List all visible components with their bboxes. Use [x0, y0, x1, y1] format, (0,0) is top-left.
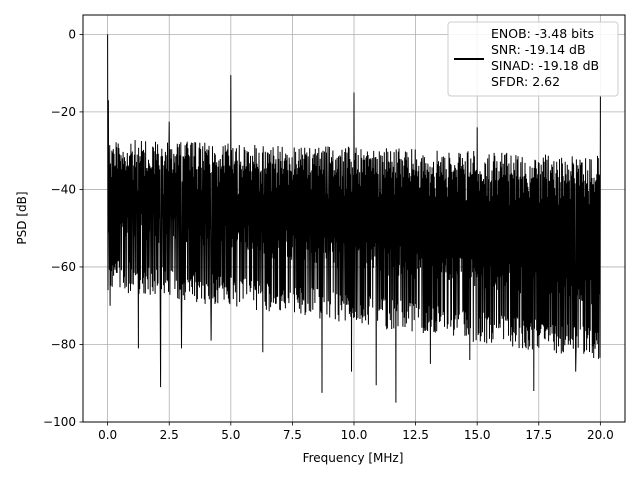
x-axis-ticks: 0.0 2.5 5.0 7.5 10.0 12.5 15.0 17.5 20.0: [98, 422, 614, 442]
x-axis-label: Frequency [MHz]: [303, 451, 404, 465]
y-tick-label: −80: [51, 337, 76, 351]
x-tick-label: 0.0: [98, 428, 117, 442]
y-tick-label: 0: [68, 27, 76, 41]
psd-line: [107, 34, 601, 403]
x-tick-label: 5.0: [221, 428, 240, 442]
y-tick-label: −20: [51, 105, 76, 119]
x-tick-label: 20.0: [587, 428, 614, 442]
x-tick-label: 17.5: [525, 428, 552, 442]
x-tick-label: 12.5: [402, 428, 429, 442]
y-tick-label: −40: [51, 182, 76, 196]
y-tick-label: −100: [43, 415, 76, 429]
x-tick-label: 10.0: [341, 428, 368, 442]
y-axis-ticks: 0 −20 −40 −60 −80 −100: [43, 27, 83, 429]
x-tick-label: 2.5: [160, 428, 179, 442]
y-axis-label: PSD [dB]: [15, 191, 29, 244]
x-tick-label: 7.5: [283, 428, 302, 442]
psd-series: [107, 34, 601, 403]
x-tick-label: 15.0: [464, 428, 491, 442]
legend-snr: SNR: -19.14 dB: [491, 42, 586, 57]
y-tick-label: −60: [51, 260, 76, 274]
legend: ENOB: -3.48 bits SNR: -19.14 dB SINAD: -…: [447, 21, 619, 97]
legend-enob: ENOB: -3.48 bits: [491, 26, 594, 41]
legend-sfdr: SFDR: 2.62: [491, 74, 560, 89]
legend-box: [447, 21, 619, 97]
legend-sinad: SINAD: -19.18 dB: [491, 58, 599, 73]
